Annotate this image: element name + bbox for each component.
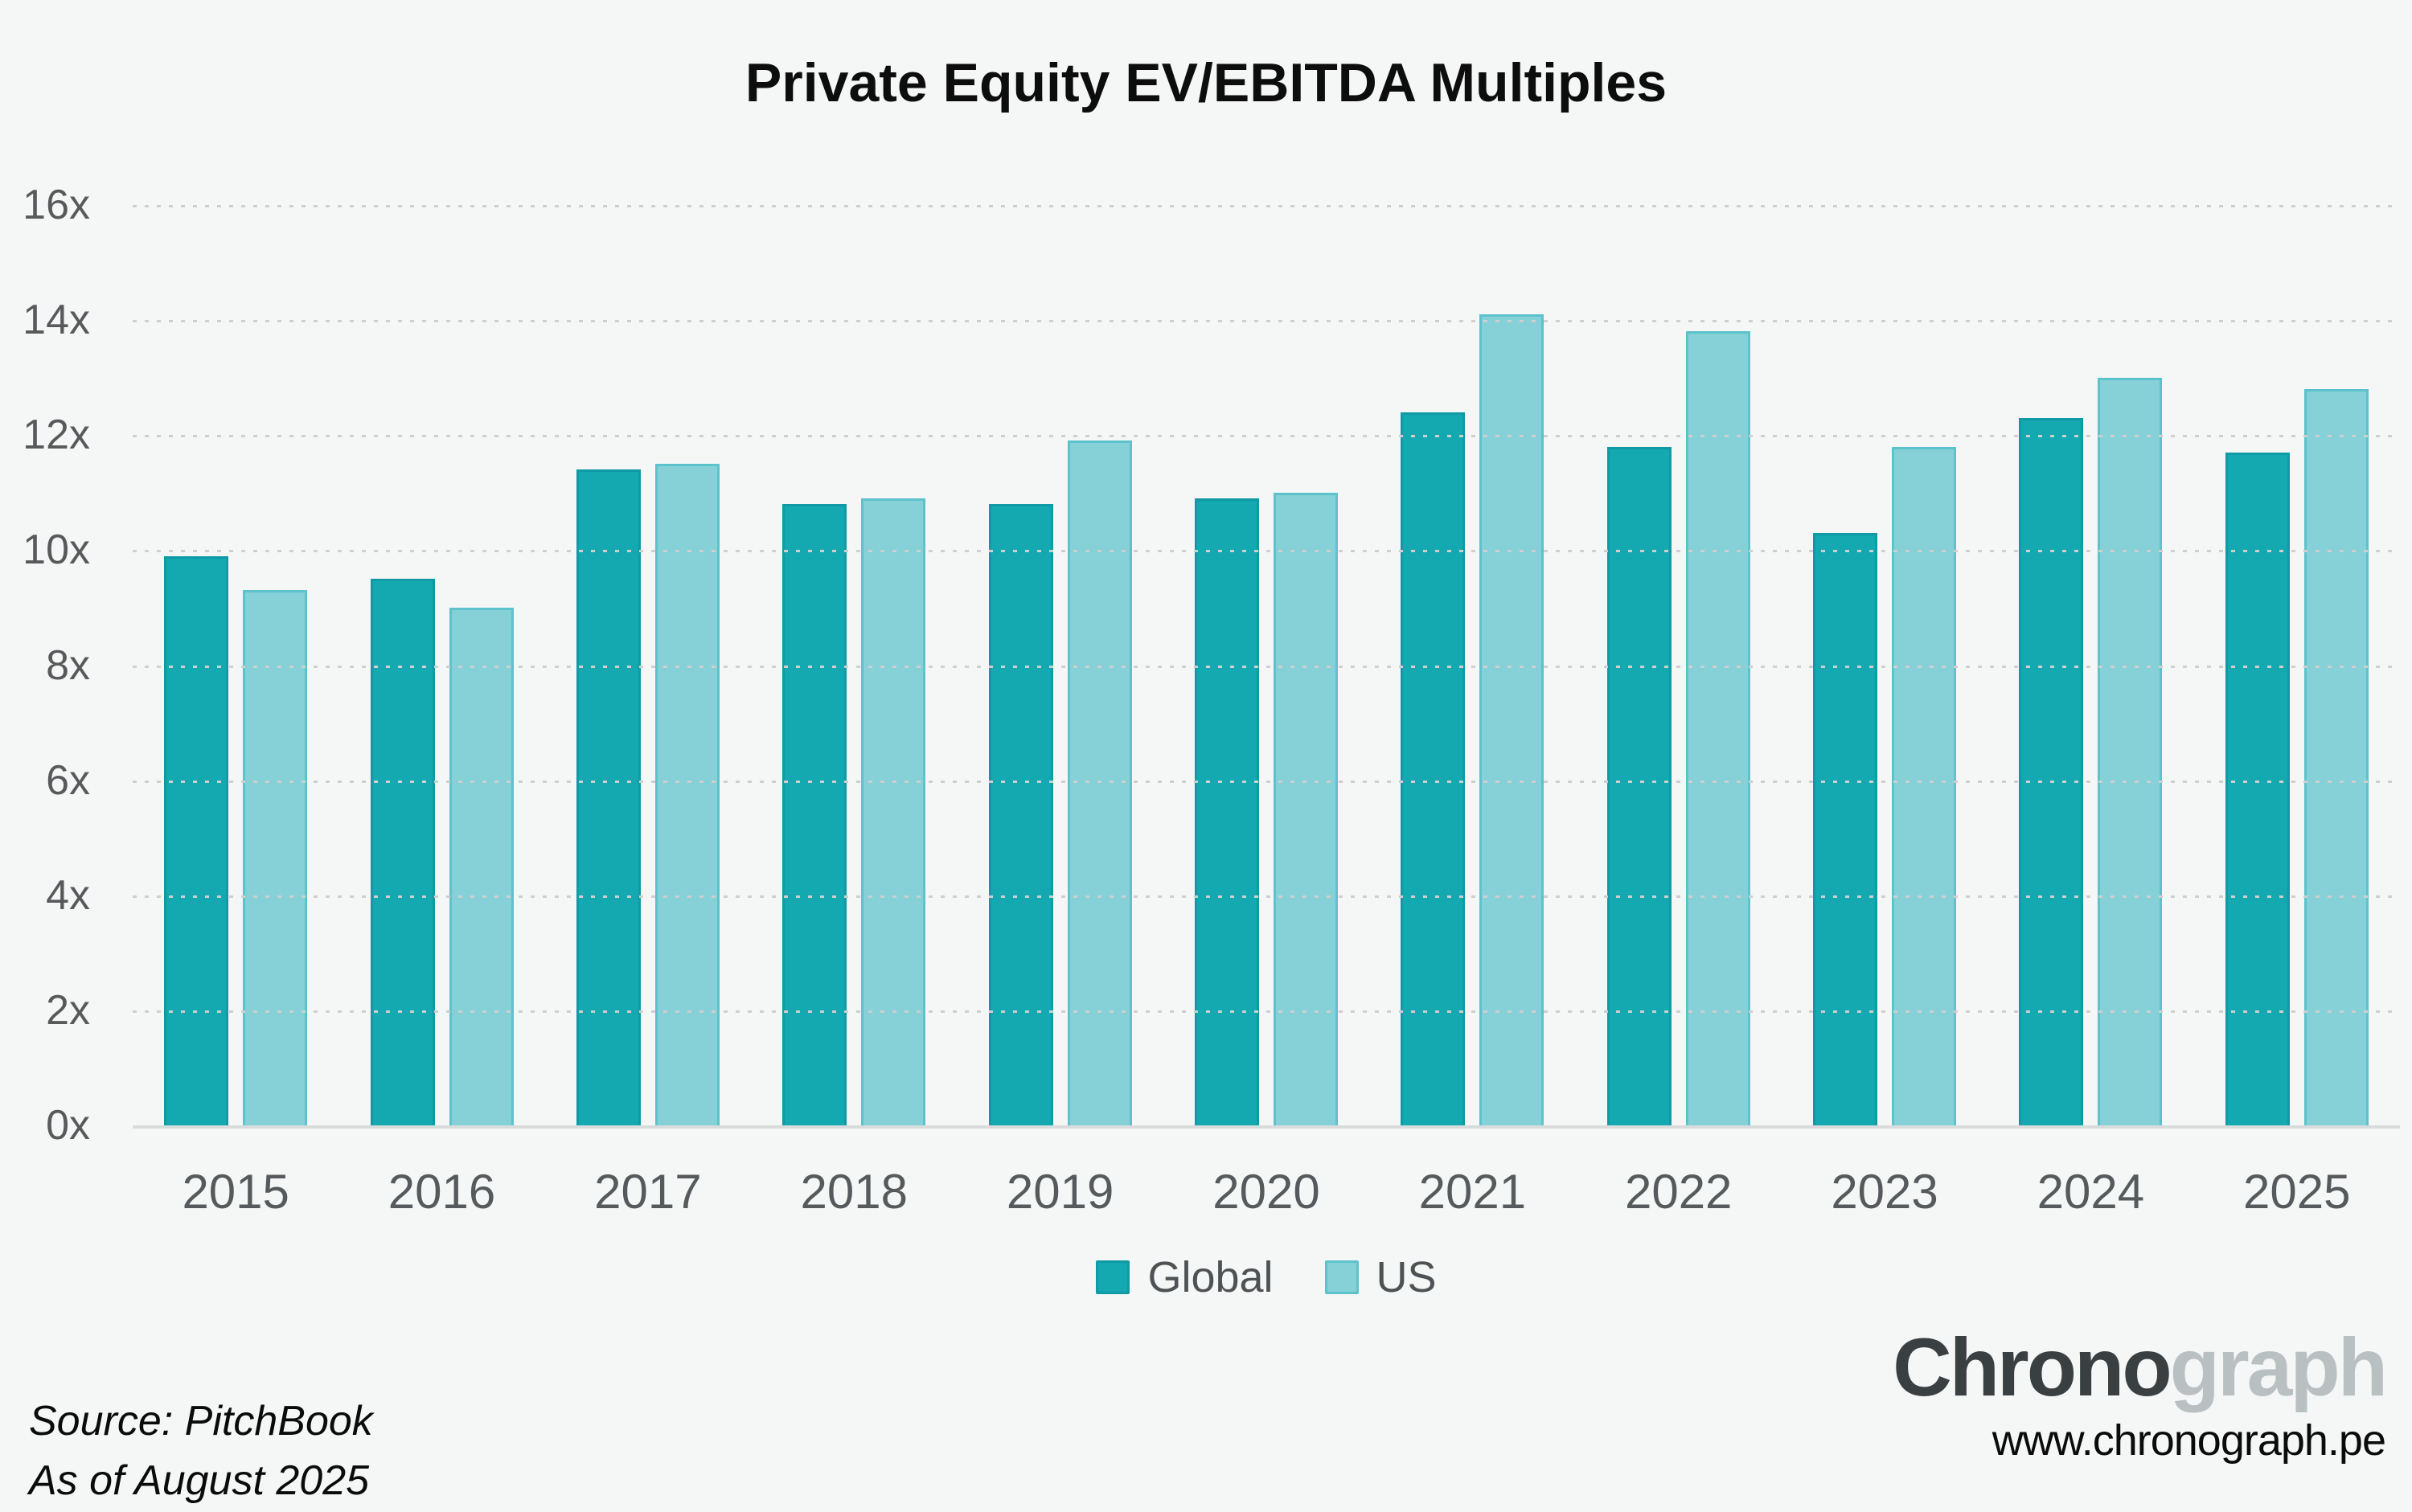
- bar-global-2024: [2019, 417, 2084, 1125]
- bar-group-2023: [1813, 446, 1957, 1125]
- bar-us-2019: [1067, 440, 1132, 1125]
- x-tick-label-2015: 2015: [182, 1165, 289, 1219]
- bar-global-2020: [1194, 498, 1259, 1125]
- bar-global-2025: [2225, 452, 2290, 1125]
- x-tick-label-2025: 2025: [2243, 1165, 2351, 1219]
- bar-group-2021: [1401, 313, 1544, 1125]
- bar-us-2024: [2098, 377, 2163, 1125]
- gridline-4x: [133, 895, 2400, 898]
- as-of-line: As of August 2025: [29, 1457, 370, 1504]
- x-tick-label-2016: 2016: [388, 1165, 496, 1219]
- y-tick-label-2x: 2x: [46, 986, 90, 1034]
- bar-group-2024: [2019, 377, 2163, 1125]
- x-tick-label-2018: 2018: [800, 1165, 908, 1219]
- bar-us-2016: [449, 607, 514, 1125]
- gridline-16x: [133, 205, 2400, 207]
- y-tick-label-16x: 16x: [23, 182, 90, 228]
- bar-global-2018: [782, 504, 847, 1125]
- legend-label-us: US: [1376, 1253, 1437, 1301]
- gridline-2x: [133, 1010, 2400, 1013]
- chronograph-logo: Chronograph: [1893, 1324, 2388, 1411]
- x-tick-label-2024: 2024: [2037, 1165, 2145, 1219]
- x-axis-labels: 2015 2016 2017 2018 2019 2020 2021 2022 2023 2024…: [133, 1164, 2400, 1219]
- bar-us-2020: [1273, 492, 1338, 1125]
- legend-item-us: US: [1324, 1252, 1437, 1302]
- gridline-8x: [133, 665, 2400, 668]
- bar-us-2025: [2303, 389, 2369, 1125]
- bar-us-2022: [1685, 331, 1750, 1125]
- bar-us-2021: [1479, 313, 1544, 1125]
- x-tick-label-2023: 2023: [1831, 1165, 1938, 1219]
- y-tick-label-8x: 8x: [46, 641, 90, 689]
- gridline-14x: [133, 320, 2400, 323]
- bar-group-2019: [988, 440, 1132, 1125]
- bar-us-2017: [654, 464, 720, 1125]
- legend-label-global: Global: [1147, 1253, 1274, 1301]
- y-tick-label-4x: 4x: [46, 871, 90, 919]
- bar-global-2017: [576, 469, 641, 1125]
- x-tick-label-2021: 2021: [1418, 1165, 1527, 1219]
- logo-part-light: graph: [2169, 1321, 2388, 1413]
- y-tick-label-12x: 12x: [23, 412, 90, 459]
- legend-swatch-global: [1096, 1260, 1130, 1294]
- bar-us-2015: [243, 590, 308, 1125]
- chart-title: Private Equity EV/EBITDA Multiples: [745, 51, 1667, 113]
- bar-global-2015: [164, 555, 229, 1125]
- logo-part-dark: Chrono: [1893, 1321, 2172, 1413]
- bar-global-2016: [370, 579, 435, 1125]
- bar-group-2020: [1194, 492, 1338, 1125]
- bar-group-2017: [576, 464, 720, 1125]
- source-note: Source: PitchBook As of August 2025: [29, 1392, 373, 1511]
- source-line: Source: PitchBook: [29, 1398, 373, 1444]
- bar-global-2019: [988, 504, 1053, 1125]
- bar-group-2025: [2225, 389, 2369, 1125]
- x-tick-label-2017: 2017: [594, 1165, 702, 1219]
- legend: Global US: [133, 1252, 2400, 1302]
- x-tick-label-2020: 2020: [1212, 1165, 1320, 1219]
- brand-block: Chronograph www.chronograph.pe: [1893, 1324, 2388, 1465]
- bar-global-2022: [1606, 446, 1672, 1125]
- brand-url: www.chronograph.pe: [1992, 1416, 2386, 1465]
- bar-global-2023: [1813, 532, 1878, 1125]
- gridline-12x: [133, 435, 2400, 438]
- x-tick-label-2019: 2019: [1006, 1165, 1114, 1219]
- y-tick-label-6x: 6x: [46, 756, 90, 804]
- bar-us-2018: [861, 498, 926, 1125]
- legend-swatch-us: [1324, 1260, 1359, 1294]
- gridline-10x: [133, 550, 2400, 553]
- bar-group-2016: [370, 579, 514, 1125]
- gridline-6x: [133, 780, 2400, 783]
- plot-area: [133, 205, 2400, 1129]
- bar-us-2023: [1892, 446, 1957, 1125]
- y-tick-label-14x: 14x: [23, 297, 90, 344]
- bar-group-2018: [782, 498, 926, 1125]
- bar-global-2021: [1401, 412, 1466, 1125]
- bar-group-2022: [1606, 331, 1750, 1125]
- legend-item-global: Global: [1096, 1252, 1274, 1302]
- bar-group-2015: [164, 555, 308, 1125]
- y-tick-label-0x: 0x: [46, 1102, 90, 1149]
- x-tick-label-2022: 2022: [1624, 1165, 1733, 1219]
- y-tick-label-10x: 10x: [23, 527, 90, 574]
